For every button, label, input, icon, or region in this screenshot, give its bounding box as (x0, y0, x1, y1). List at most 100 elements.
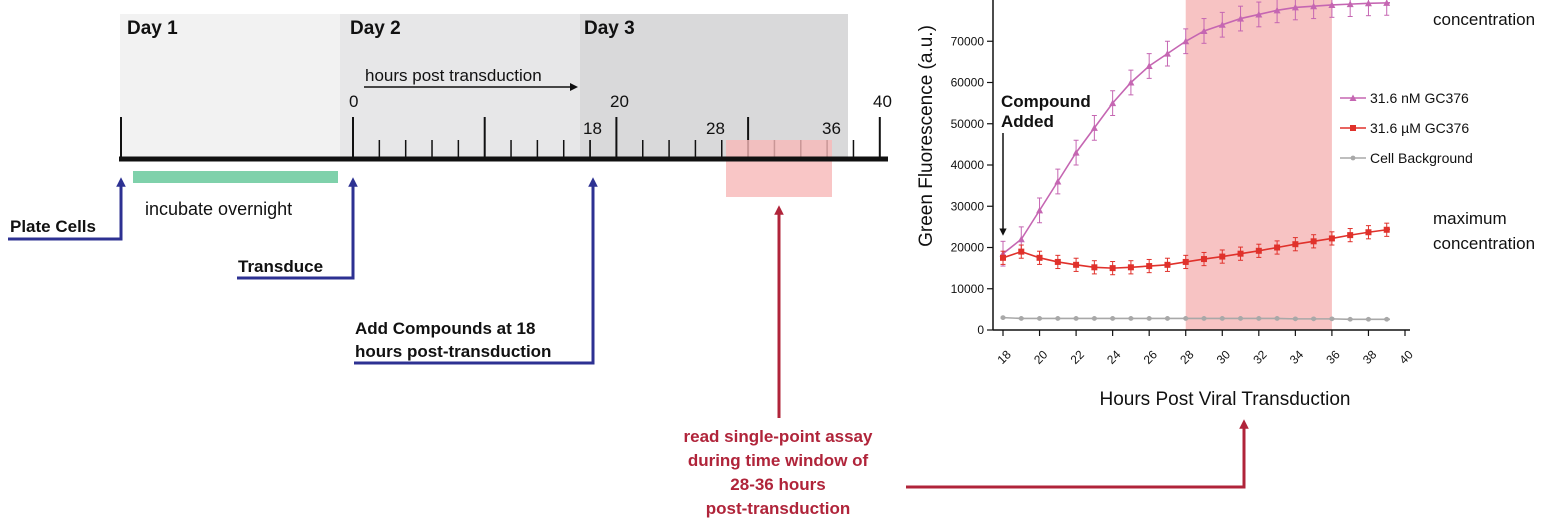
hour-label-28: 28 (706, 119, 725, 138)
series-2-point-17 (1311, 316, 1317, 322)
series-1-point-13 (1237, 250, 1244, 257)
series-2-point-14 (1256, 316, 1262, 321)
series-0-point-12 (1218, 21, 1226, 28)
series-0-point-18 (1328, 1, 1336, 8)
y-tick-label-70000: 70000 (951, 34, 985, 48)
series-0-point-10 (1182, 37, 1190, 45)
legend-label-0: 31.6 nM GC376 (1370, 90, 1469, 106)
series-1-point-0 (1000, 254, 1006, 261)
hour-label-40: 40 (873, 92, 892, 111)
incubate-label: incubate overnight (145, 199, 292, 219)
x-tick-label-38: 38 (1360, 347, 1380, 367)
series-1-point-12 (1219, 253, 1226, 260)
day3-background (580, 14, 848, 158)
series-2-point-2 (1037, 316, 1042, 321)
y-tick-label-0: 0 (977, 323, 984, 337)
y-tick-label-40000: 40000 (951, 158, 985, 172)
timeline-ticks (120, 117, 881, 159)
series-1-point-18 (1328, 235, 1335, 242)
transduce-arrow (237, 177, 358, 280)
series-1-point-2 (1036, 254, 1043, 261)
series-1-point-11 (1201, 256, 1207, 263)
series-2-point-10 (1183, 316, 1189, 321)
hour-label-20: 20 (610, 92, 629, 111)
series-2-point-1 (1018, 316, 1024, 321)
side-label-top: concentration (1433, 10, 1535, 29)
series-1-point-16 (1292, 241, 1299, 248)
series-2 (1000, 315, 1408, 322)
series-1-point-5 (1091, 264, 1098, 271)
x-tick-label-40: 40 (1396, 347, 1416, 367)
legend-swatch-marker-0 (1349, 94, 1357, 101)
series-1-point-15 (1274, 244, 1281, 251)
series-0-point-5 (1090, 124, 1098, 131)
legend-swatch-marker-1 (1350, 125, 1356, 131)
hour-label-36: 36 (822, 119, 841, 138)
annotation-line1: Compound (1001, 92, 1091, 111)
series-1-point-19 (1347, 232, 1354, 239)
x-axis-label: Hours Post Viral Transduction (1100, 389, 1351, 410)
series-2-point-6 (1110, 316, 1116, 321)
series-0-point-8 (1145, 62, 1153, 69)
read-note-line2: during time window of (688, 451, 869, 470)
legend-label-2: Cell Background (1370, 150, 1473, 166)
y-tick-label-20000: 20000 (951, 241, 985, 255)
plate-cells-label: Plate Cells (10, 217, 96, 236)
series-0-point-6 (1109, 99, 1117, 107)
series-1-point-7 (1127, 264, 1134, 271)
day2-background (340, 14, 580, 158)
side-label-bottom-1: maximum (1433, 209, 1507, 228)
x-tick-label-28: 28 (1177, 347, 1197, 367)
y-axis-label: Green Fluorescence (a.u.) (916, 25, 937, 247)
series-0-point-14 (1255, 10, 1263, 18)
chart-axes: 0 10000 20000 30000 40000 50000 60000 70000 18 20… (951, 0, 1416, 367)
y-tick-label-50000: 50000 (951, 117, 985, 131)
x-tick-label-20: 20 (1031, 347, 1051, 367)
transduce-label: Transduce (238, 257, 323, 276)
series-0-point-2 (1036, 206, 1044, 214)
x-tick-label-18: 18 (994, 347, 1014, 367)
series-2-point-19 (1347, 316, 1353, 322)
add-compounds-line1: Add Compounds at 18 (355, 319, 535, 338)
day2-label: Day 2 (350, 18, 401, 39)
read-note-line3: 28-36 hours (730, 475, 825, 494)
series-0-point-13 (1237, 15, 1245, 22)
side-label-bottom-2: concentration (1433, 234, 1535, 253)
series-2-point-16 (1292, 316, 1298, 322)
series-1-point-17 (1310, 238, 1317, 245)
hour-label-0: 0 (349, 92, 358, 111)
series-0-point-16 (1291, 3, 1299, 11)
read-note-line4: post-transduction (706, 499, 851, 518)
day1-label: Day 1 (127, 18, 178, 39)
series-0-point-9 (1163, 50, 1171, 57)
series-2-point-20 (1366, 316, 1371, 322)
series-0 (999, 0, 1390, 267)
x-tick-label-24: 24 (1104, 347, 1124, 367)
series-0-point-11 (1200, 27, 1208, 34)
x-tick-label-30: 30 (1214, 347, 1234, 367)
read-note-line1: read single-point assay (684, 427, 873, 446)
series-2-point-13 (1238, 316, 1243, 321)
y-tick-label-10000: 10000 (951, 282, 985, 296)
chart-series (999, 0, 1408, 322)
x-tick-label-36: 36 (1323, 347, 1343, 367)
series-1-point-21 (1383, 226, 1390, 233)
highlight-window (1185, 0, 1332, 330)
series-1-point-22 (1402, 224, 1408, 230)
series-0-point-15 (1273, 6, 1281, 14)
plate-arrow (8, 177, 126, 241)
read-window-box (726, 140, 832, 197)
series-2-point-22 (1403, 317, 1408, 322)
fluorescence-chart: 0 10000 20000 30000 40000 50000 60000 70000 18 20… (916, 0, 1535, 410)
series-2-point-7 (1128, 316, 1134, 321)
series-0-point-20 (1364, 0, 1372, 7)
series-1-point-8 (1146, 263, 1153, 270)
series-2-point-8 (1146, 316, 1152, 321)
y-tick-label-60000: 60000 (951, 76, 985, 90)
series-2-point-11 (1201, 316, 1207, 321)
series-1 (1000, 222, 1408, 276)
series-1-point-20 (1365, 229, 1372, 236)
series-0-point-4 (1072, 149, 1080, 156)
